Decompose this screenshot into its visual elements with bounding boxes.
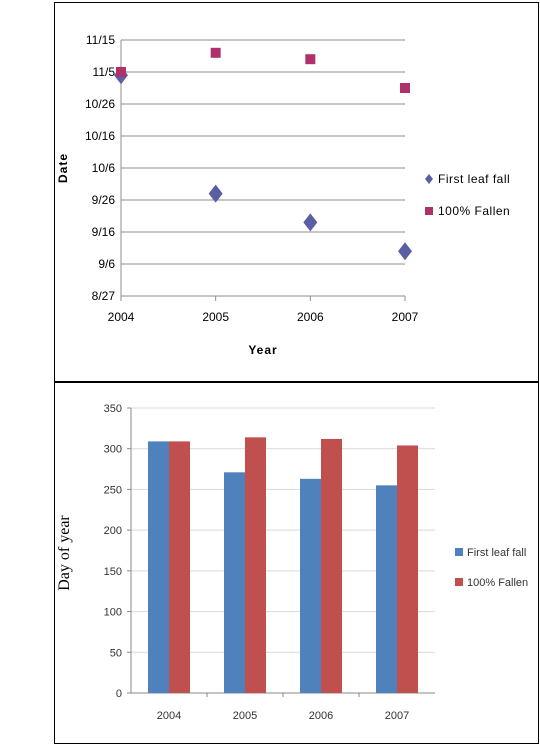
bar-100-fallen xyxy=(245,437,266,693)
x-tick-label: 2007 xyxy=(385,710,409,722)
bar-first-leaf-fall xyxy=(224,472,245,693)
y-tick-label: 0 xyxy=(116,688,122,700)
y-tick-label: 100 xyxy=(104,607,122,619)
legend-swatch-first-leaf-fall xyxy=(455,548,463,556)
x-tick-label: 2006 xyxy=(297,310,324,324)
bar-100-fallen xyxy=(169,441,190,693)
x-tick-label: 2005 xyxy=(233,710,257,722)
data-point-100-fallen xyxy=(400,83,410,93)
data-point-first-leaf-fall xyxy=(398,242,412,261)
bar-chart: 0 50 100 150 200 250 300 350 2004 2005 2006 2007 Day… xyxy=(56,403,528,722)
bottom-chart-panel: 0 50 100 150 200 250 300 350 2004 2005 2006 2007 Day… xyxy=(54,382,539,744)
y-tick-label: 8/27 xyxy=(92,289,116,303)
y-tick-label: 250 xyxy=(104,484,122,496)
y-axis-title: Day of year xyxy=(56,515,73,591)
x-tick-label: 2004 xyxy=(157,710,181,722)
y-tick-label: 11/15 xyxy=(86,33,115,47)
top-chart-panel: 8/27 9/6 9/16 9/26 10/6 10/16 10/26 11/5 11/15 20… xyxy=(54,2,539,382)
x-axis-title: Year xyxy=(248,343,277,357)
data-point-100-fallen xyxy=(116,67,126,77)
y-tick-label: 10/6 xyxy=(92,161,116,175)
y-tick-label: 9/6 xyxy=(98,257,115,271)
scatter-chart: 8/27 9/6 9/16 9/26 10/6 10/16 10/26 11/5 11/15 20… xyxy=(56,33,510,357)
legend-label: First leaf fall xyxy=(467,547,526,559)
legend-marker-100-fallen xyxy=(425,207,433,215)
data-point-100-fallen xyxy=(210,47,221,58)
y-tick-label: 50 xyxy=(110,647,122,659)
legend-label: First leaf fall xyxy=(438,172,510,186)
x-tick-label: 2006 xyxy=(309,710,333,722)
y-tick-label: 9/26 xyxy=(92,193,116,207)
bar-100-fallen xyxy=(397,445,418,693)
bar-first-leaf-fall xyxy=(376,485,397,693)
y-tick-label: 150 xyxy=(104,566,122,578)
y-tick-label: 11/5 xyxy=(93,65,116,79)
legend-label: 100% Fallen xyxy=(438,204,510,218)
x-tick-label: 2005 xyxy=(202,310,229,324)
legend-swatch-100-fallen xyxy=(455,578,463,586)
data-point-first-leaf-fall xyxy=(303,213,318,232)
y-tick-label: 300 xyxy=(104,444,122,456)
y-tick-label: 9/16 xyxy=(92,225,116,239)
bar-100-fallen xyxy=(321,438,342,693)
bar-first-leaf-fall xyxy=(148,441,169,693)
legend-label: 100% Fallen xyxy=(467,577,528,589)
y-tick-label: 10/26 xyxy=(85,97,115,111)
data-point-100-fallen xyxy=(305,54,316,65)
x-tick-label: 2007 xyxy=(392,310,419,324)
y-tick-label: 350 xyxy=(104,403,122,415)
y-tick-label: 10/16 xyxy=(85,129,115,143)
x-tick-label: 2004 xyxy=(108,310,135,324)
y-axis-title: Date xyxy=(56,153,70,183)
data-point-first-leaf-fall xyxy=(208,184,223,203)
bar-first-leaf-fall xyxy=(300,478,321,693)
y-tick-label: 200 xyxy=(104,525,122,537)
legend-marker-first-leaf-fall xyxy=(425,174,433,184)
